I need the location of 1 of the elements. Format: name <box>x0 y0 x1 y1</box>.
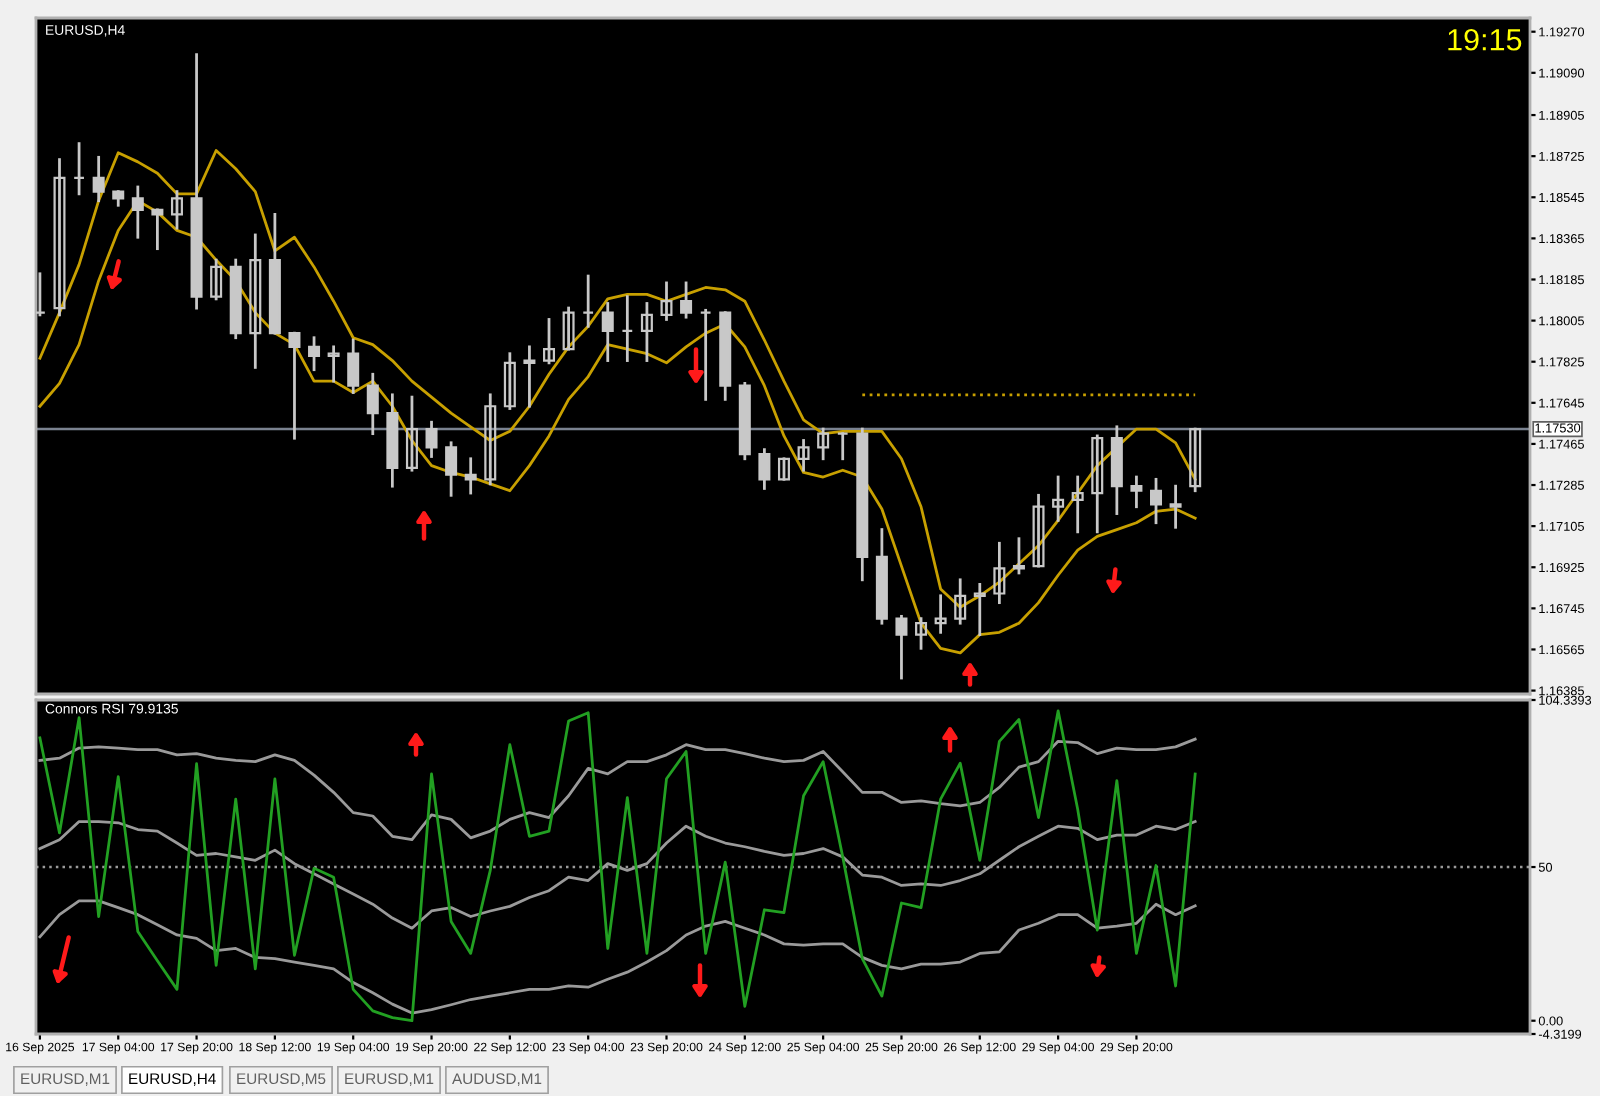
text: 19:15 <box>1448 28 1522 51</box>
